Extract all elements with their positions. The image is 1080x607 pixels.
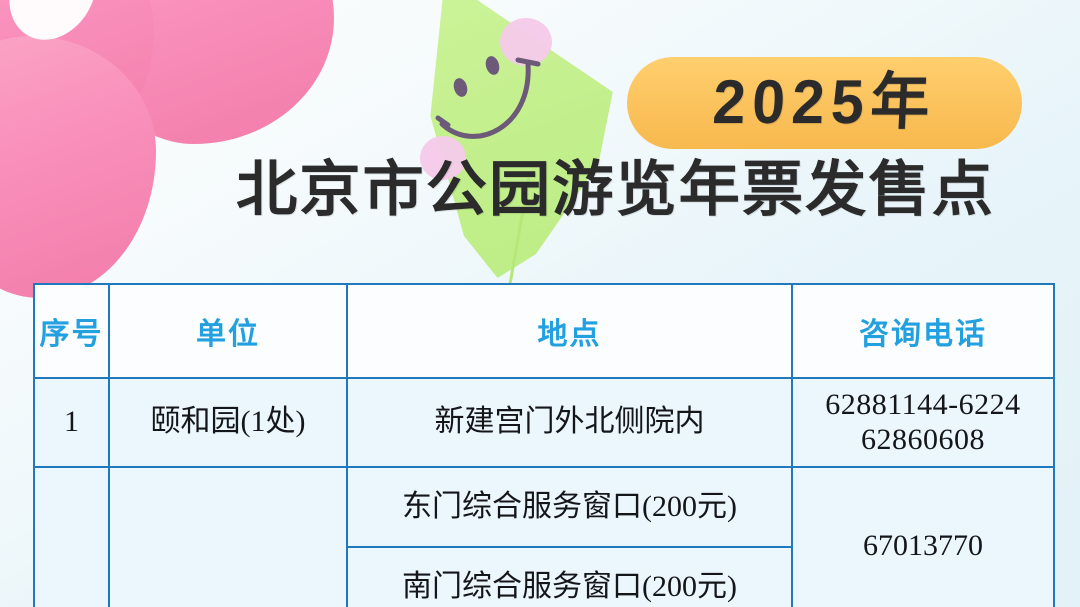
column-header-place: 地点 [346, 283, 793, 379]
cell-place: 新建宫门外北侧院内 [346, 377, 793, 468]
cell-place: 南门综合服务窗口(200元) [346, 546, 793, 607]
column-header-unit: 单位 [108, 283, 348, 379]
page-title: 北京市公园游览年票发售点 [236, 156, 995, 223]
column-header-index: 序号 [33, 283, 110, 379]
cell-tel: 67013770 [791, 466, 1055, 607]
pink-flower-icon [0, 0, 344, 298]
table-row: 1 颐和园(1处) 新建宫门外北侧院内 62881144-6224 628606… [33, 377, 1055, 468]
blush-icon [500, 18, 552, 66]
table-row: 南门综合服务窗口(200元) [34, 546, 1054, 607]
smile-icon [435, 57, 541, 139]
green-leaf-icon [392, 0, 632, 296]
cell-unit [108, 466, 348, 607]
table-header-row: 序号 单位 地点 咨询电话 [33, 283, 1055, 379]
smile-face-group [414, 12, 574, 180]
table-row: 东门综合服务窗口(200元) 67013770 [33, 466, 1055, 607]
cell-place: 东门综合服务窗口(200元) [346, 466, 793, 548]
sale-points-table-wrapper: 序号 单位 地点 咨询电话 1 颐和园(1处) 新建宫门外北侧院内 628811… [33, 283, 1055, 607]
blush-icon [420, 136, 466, 180]
cell-unit: 颐和园(1处) [108, 377, 348, 468]
column-header-tel: 咨询电话 [791, 283, 1055, 379]
cell-index: 1 [33, 377, 110, 468]
sale-points-table: 序号 单位 地点 咨询电话 1 颐和园(1处) 新建宫门外北侧院内 628811… [33, 283, 1055, 607]
cell-tel: 62881144-6224 62860608 [791, 377, 1055, 468]
cell-index [33, 466, 110, 607]
year-badge-label: 2025年 [711, 68, 938, 137]
year-badge: 2025年 [627, 57, 1022, 149]
